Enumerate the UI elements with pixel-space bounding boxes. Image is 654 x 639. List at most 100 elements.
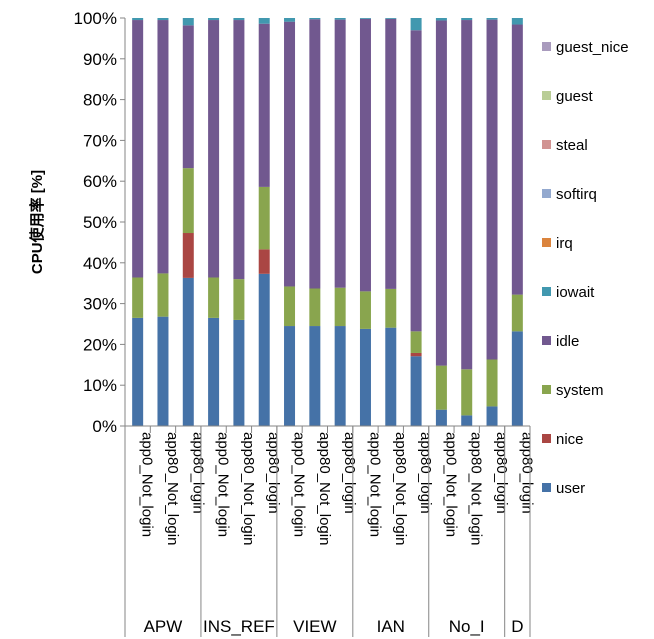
y-tick-label: 0% bbox=[92, 417, 117, 436]
bar-segment-iowait bbox=[309, 18, 321, 20]
bar-segment-system bbox=[359, 291, 371, 329]
bar-segment-system bbox=[258, 186, 270, 250]
bar-segment-system bbox=[233, 279, 245, 320]
legend-swatch-nice bbox=[542, 434, 551, 443]
bar-segment-iowait bbox=[334, 18, 346, 20]
category-label: app80_login bbox=[341, 432, 358, 514]
bar-segment-nice bbox=[182, 233, 194, 278]
bar-segment-idle bbox=[132, 20, 144, 278]
bar-segment-iowait bbox=[410, 18, 422, 31]
bar-segment-idle bbox=[410, 30, 422, 332]
y-tick-label: 20% bbox=[83, 335, 117, 354]
category-label: app80_Not_login bbox=[164, 432, 181, 545]
bar-segment-iowait bbox=[157, 18, 169, 21]
bar-segment-system bbox=[157, 273, 169, 317]
bar-segment-user bbox=[258, 273, 270, 426]
bar-segment-system bbox=[486, 359, 498, 407]
bar-segment-idle bbox=[334, 19, 346, 288]
category-label: app0_Not_login bbox=[139, 432, 156, 537]
category-label: app0_Not_login bbox=[291, 432, 308, 537]
bar-segment-idle bbox=[284, 21, 296, 287]
y-tick-label: 50% bbox=[83, 213, 117, 232]
legend-label-steal: steal bbox=[556, 137, 588, 154]
bar-segment-iowait bbox=[182, 18, 194, 26]
bar-segment-idle bbox=[461, 20, 473, 370]
y-tick-label: 90% bbox=[83, 50, 117, 69]
legend-swatch-user bbox=[542, 483, 551, 492]
bar-segment-user bbox=[385, 327, 397, 426]
bar-segment-idle bbox=[486, 19, 498, 360]
legend-label-softirq: softirq bbox=[556, 186, 597, 203]
bar-segment-iowait bbox=[385, 18, 397, 19]
bar-segment-user bbox=[233, 319, 245, 426]
bar-segment-system bbox=[461, 369, 473, 416]
category-label: app80_login bbox=[518, 432, 535, 514]
y-tick-label: 80% bbox=[83, 91, 117, 110]
legend-label-iowait: iowait bbox=[556, 284, 595, 301]
bar-segment-idle bbox=[359, 18, 371, 292]
legend-swatch-guest bbox=[542, 91, 551, 100]
legend-label-irq: irq bbox=[556, 235, 573, 252]
group-label: IAN bbox=[377, 617, 405, 636]
bar-segment-idle bbox=[385, 18, 397, 289]
bar-segment-idle bbox=[511, 24, 523, 295]
legend-label-idle: idle bbox=[556, 333, 579, 350]
bar-segment-user bbox=[208, 317, 220, 426]
bar-segment-user bbox=[359, 328, 371, 426]
plot-area: 0% 10% 20% 30% 40% 50% 60% 70% 80% 90% 100% app0_No… bbox=[74, 9, 535, 637]
bar-segment-iowait bbox=[208, 18, 220, 21]
legend-swatch-guest_nice bbox=[542, 42, 551, 51]
bar-segment-system bbox=[334, 287, 346, 327]
bar-segment-idle bbox=[309, 19, 321, 289]
bar-segment-idle bbox=[157, 20, 169, 274]
legend-swatch-irq bbox=[542, 238, 551, 247]
category-label: app80_Not_login bbox=[240, 432, 257, 545]
category-label: app0_Not_login bbox=[366, 432, 383, 537]
bar-segment-iowait bbox=[359, 18, 371, 19]
group-label: INS_REF bbox=[203, 617, 275, 636]
category-label: app80_Not_login bbox=[316, 432, 333, 545]
category-label: app80_Not_login bbox=[468, 432, 485, 545]
y-tick-label: 30% bbox=[83, 295, 117, 314]
legend-swatch-system bbox=[542, 385, 551, 394]
y-tick-label: 60% bbox=[83, 172, 117, 191]
y-tick-label: 10% bbox=[83, 376, 117, 395]
y-tick-label: 70% bbox=[83, 131, 117, 150]
bar-segment-idle bbox=[208, 20, 220, 278]
legend-swatch-iowait bbox=[542, 287, 551, 296]
bar-segment-user bbox=[435, 409, 447, 426]
bar-segment-user bbox=[157, 316, 169, 426]
legend-label-user: user bbox=[556, 480, 585, 497]
bar-segment-user bbox=[410, 356, 422, 426]
category-label: app80_login bbox=[189, 432, 206, 514]
group-label: APW bbox=[144, 617, 183, 636]
legend-label-system: system bbox=[556, 382, 604, 399]
category-label: app80_login bbox=[493, 432, 510, 514]
bar-segment-idle bbox=[258, 23, 270, 187]
bar-segment-iowait bbox=[258, 18, 270, 24]
bar-segment-user bbox=[309, 326, 321, 426]
bar-segment-user bbox=[461, 415, 473, 426]
bar-segment-system bbox=[435, 365, 447, 410]
bar-segment-iowait bbox=[132, 18, 144, 21]
bar-segment-idle bbox=[182, 25, 194, 169]
y-tick-label: 40% bbox=[83, 254, 117, 273]
bar-segment-system bbox=[309, 288, 321, 327]
y-tick-label: 100% bbox=[74, 9, 117, 28]
bar-segment-system bbox=[284, 286, 296, 327]
bar-segment-system bbox=[410, 331, 422, 353]
bar-segment-user bbox=[511, 331, 523, 426]
bar-segment-user bbox=[486, 406, 498, 426]
bar-segment-user bbox=[182, 277, 194, 426]
bar-segment-user bbox=[132, 317, 144, 426]
bar-segment-nice bbox=[258, 249, 270, 274]
y-axis-title: CPU使用率 [%] bbox=[28, 170, 46, 274]
bar-segment-user bbox=[284, 326, 296, 426]
bar-segment-user bbox=[334, 326, 346, 426]
bar-segment-nice bbox=[410, 352, 422, 357]
bar-segment-iowait bbox=[284, 18, 296, 22]
legend-label-guest_nice: guest_nice bbox=[556, 39, 629, 56]
bar-segment-iowait bbox=[461, 18, 473, 21]
